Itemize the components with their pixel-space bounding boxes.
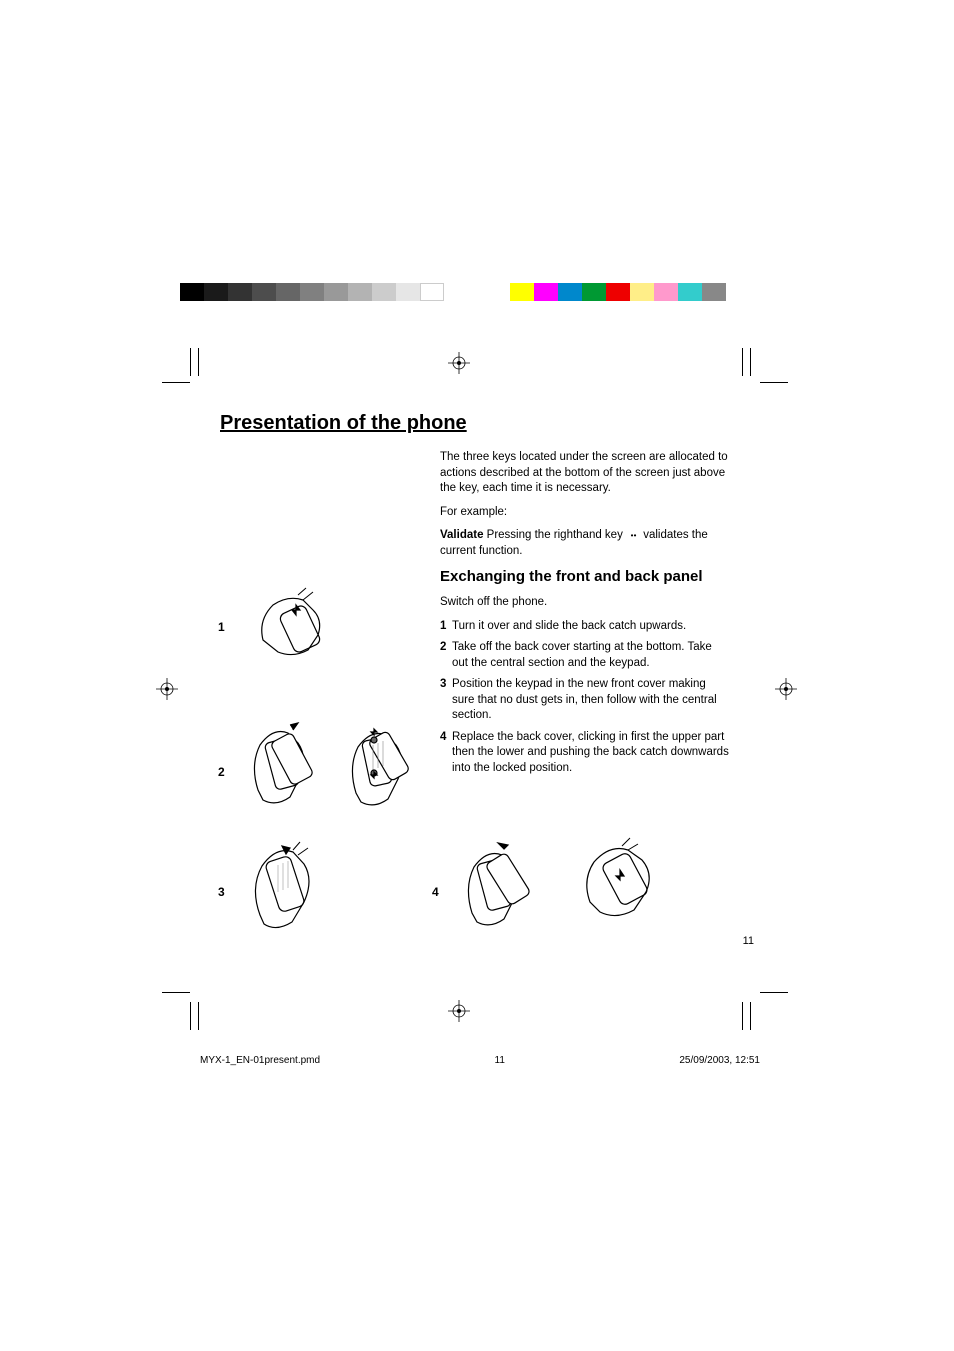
- illus-label-1: 1: [218, 620, 225, 634]
- validate-label: Validate: [440, 529, 483, 541]
- footer: MYX-1_EN-01present.pmd 11 25/09/2003, 12…: [200, 1055, 760, 1066]
- step-text: Position the keypad in the new front cov…: [452, 677, 730, 724]
- step-text: Take off the back cover starting at the …: [452, 640, 730, 671]
- switch-off: Switch off the phone.: [440, 595, 730, 611]
- footer-datetime: 25/09/2003, 12:51: [679, 1055, 760, 1066]
- footer-page: 11: [495, 1055, 505, 1066]
- step-text: Turn it over and slide the back catch up…: [452, 619, 730, 635]
- register-mark-icon: [448, 1000, 470, 1022]
- dots-icon: [626, 528, 640, 544]
- register-mark-icon: [156, 678, 178, 700]
- footer-filename: MYX-1_EN-01present.pmd: [200, 1055, 320, 1066]
- illustration-2a: [238, 715, 328, 815]
- illustration-4a: [452, 835, 552, 935]
- step-text: Replace the back cover, clicking in firs…: [452, 730, 730, 777]
- color-colorbar: [510, 283, 726, 301]
- crop-mark-icon: [720, 348, 770, 398]
- subheading: Exchanging the front and back panel: [440, 567, 730, 587]
- body-text: The three keys located under the screen …: [440, 450, 730, 783]
- page-title: Presentation of the phone: [220, 412, 467, 435]
- validate-text: Pressing the righthand key: [483, 529, 626, 541]
- illus-label-3: 3: [218, 885, 225, 899]
- register-mark-icon: [775, 678, 797, 700]
- illustration-4b: [572, 832, 682, 927]
- grayscale-colorbar: [180, 283, 444, 301]
- step-num: 4: [440, 730, 452, 777]
- illus-label-2: 2: [218, 765, 225, 779]
- step-3: 3 Position the keypad in the new front c…: [440, 677, 730, 724]
- step-2: 2 Take off the back cover starting at th…: [440, 640, 730, 671]
- validate-line: Validate Pressing the righthand key vali…: [440, 528, 730, 559]
- for-example: For example:: [440, 505, 730, 521]
- page-number: 11: [743, 935, 754, 947]
- step-num: 1: [440, 619, 452, 635]
- illustration-3: [238, 830, 338, 940]
- intro-paragraph: The three keys located under the screen …: [440, 450, 730, 497]
- step-num: 2: [440, 640, 452, 671]
- illustration-1: [248, 580, 348, 665]
- step-1: 1 Turn it over and slide the back catch …: [440, 619, 730, 635]
- illustration-2b: [338, 715, 428, 815]
- crop-mark-icon: [720, 980, 770, 1030]
- page: Presentation of the phone The three keys…: [0, 0, 954, 1351]
- crop-mark-icon: [180, 348, 230, 398]
- illus-label-4: 4: [432, 885, 439, 899]
- step-num: 3: [440, 677, 452, 724]
- step-4: 4 Replace the back cover, clicking in fi…: [440, 730, 730, 777]
- register-mark-icon: [448, 352, 470, 374]
- crop-mark-icon: [180, 980, 230, 1030]
